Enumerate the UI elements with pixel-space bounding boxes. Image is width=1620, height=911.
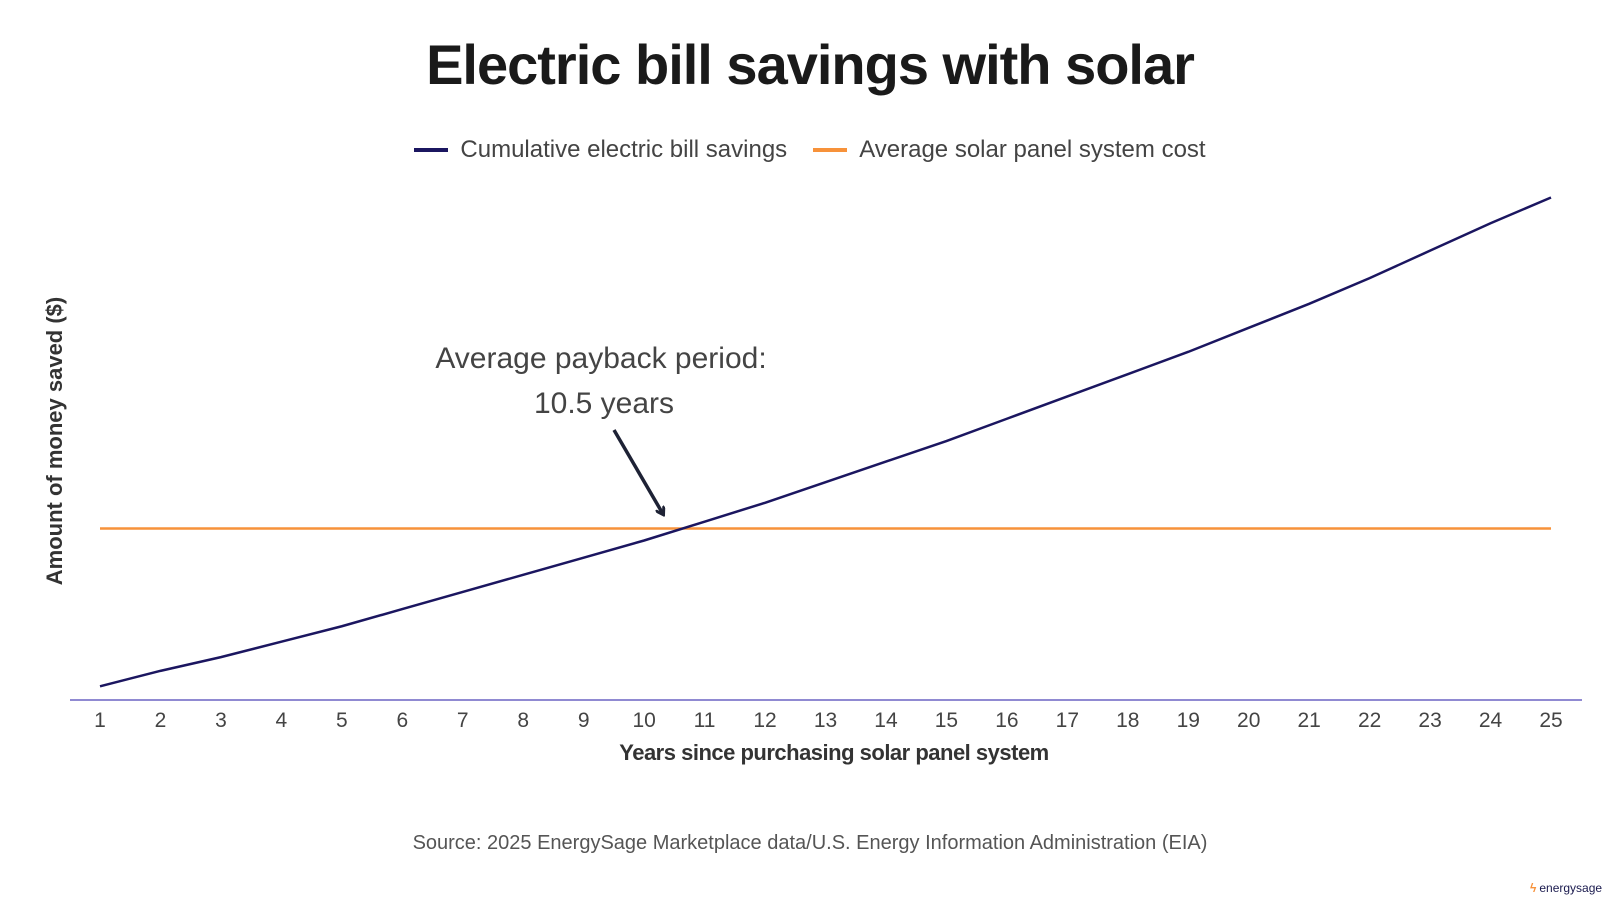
x-tick-label: 1: [94, 709, 106, 732]
x-tick-label: 18: [1116, 709, 1139, 732]
lightning-bolt-icon: ϟ: [1530, 881, 1537, 895]
x-tick-label: 17: [1056, 709, 1079, 732]
x-tick-label: 8: [517, 709, 529, 732]
legend-item-savings: Cumulative electric bill savings: [414, 136, 787, 164]
x-tick-label: 14: [874, 709, 898, 732]
x-tick-label: 7: [457, 709, 469, 732]
logo-text: energysage: [1539, 881, 1603, 895]
annotation-arrow: [612, 429, 663, 514]
x-tick-label: 4: [276, 709, 288, 732]
legend-label-savings: Cumulative electric bill savings: [460, 136, 788, 163]
x-tick-label: 19: [1177, 709, 1200, 732]
series-line-savings: [99, 196, 1552, 688]
legend-label-cost: Average solar panel system cost: [859, 136, 1206, 163]
x-tick-label: 2: [155, 709, 167, 732]
x-tick-label: 12: [753, 709, 776, 732]
x-tick-label: 10: [632, 709, 655, 732]
y-axis-label: Amount of money saved ($): [42, 297, 67, 585]
annotation-line2: 10.5 years: [534, 387, 674, 420]
legend-item-cost: Average solar panel system cost: [813, 136, 1206, 164]
annotation-line1: Average payback period:: [435, 342, 766, 375]
x-tick-label: 11: [694, 709, 716, 732]
x-tick-label: 23: [1418, 709, 1441, 732]
x-tick-label: 9: [578, 709, 590, 732]
x-tick-label: 22: [1358, 709, 1381, 732]
x-tick-label: 13: [814, 709, 837, 732]
x-tick-label: 6: [396, 709, 408, 732]
chart-title: Electric bill savings with solar: [426, 33, 1195, 96]
x-tick-label: 5: [336, 709, 348, 732]
x-tick-label: 25: [1539, 709, 1562, 732]
x-tick-label: 21: [1297, 709, 1320, 732]
legend: Cumulative electric bill savings Average…: [0, 136, 1620, 164]
legend-swatch-savings: [414, 148, 449, 152]
x-tick-label: 20: [1237, 709, 1260, 732]
x-tick-label: 3: [215, 709, 227, 732]
x-tick-label: 24: [1479, 709, 1503, 732]
legend-swatch-cost: [813, 148, 848, 152]
source-note: Source: 2025 EnergySage Marketplace data…: [412, 832, 1208, 854]
x-tick-label: 16: [995, 709, 1018, 732]
x-tick-label: 15: [935, 709, 958, 732]
x-axis-label: Years since purchasing solar panel syste…: [619, 740, 1049, 765]
energysage-logo: ϟ energysage: [1530, 881, 1602, 895]
